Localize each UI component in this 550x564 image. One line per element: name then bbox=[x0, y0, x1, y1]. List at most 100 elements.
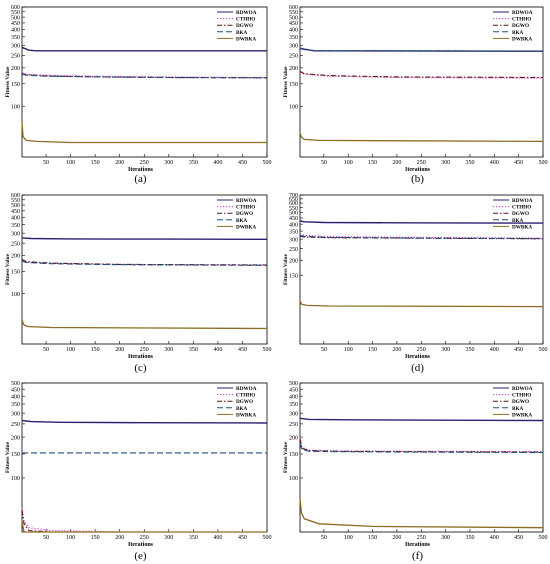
x-tick-label: 200 bbox=[392, 347, 401, 353]
series-line-dwbka bbox=[21, 318, 268, 330]
legend-label-dgwo: DGWO bbox=[512, 23, 529, 29]
x-tick-label: 300 bbox=[164, 535, 173, 541]
series-line-dgwo bbox=[299, 438, 544, 453]
x-tick-label: 200 bbox=[392, 160, 401, 166]
y-tick-label: 150 bbox=[289, 273, 298, 279]
x-tick-label: 450 bbox=[238, 160, 247, 166]
legend-label-bka: BKA bbox=[512, 218, 523, 224]
y-tick-label: 700 bbox=[289, 193, 298, 199]
series-line-bka bbox=[299, 48, 544, 52]
x-tick-label: 300 bbox=[441, 347, 450, 353]
series-line-cthho bbox=[299, 71, 544, 79]
y-tick-label: 200 bbox=[289, 258, 298, 264]
x-tick-label: 500 bbox=[539, 160, 548, 166]
y-tick-label: 250 bbox=[289, 54, 298, 60]
y-tick-label: 300 bbox=[289, 237, 298, 243]
y-tick-label: 350 bbox=[11, 35, 20, 41]
y-axis-label: Fitness Value bbox=[283, 66, 289, 98]
y-tick-label: 550 bbox=[289, 206, 298, 212]
y-tick-label: 100 bbox=[11, 292, 20, 298]
legend-label-dgwo: DGWO bbox=[236, 211, 253, 217]
x-tick-label: 350 bbox=[189, 535, 198, 541]
x-tick-label: 400 bbox=[213, 160, 222, 166]
y-tick-label: 100 bbox=[289, 104, 298, 110]
y-tick-label: 250 bbox=[11, 241, 20, 247]
y-tick-label: 150 bbox=[11, 452, 20, 458]
series-line-rdwoa bbox=[21, 419, 268, 424]
y-tick-label: 100 bbox=[289, 476, 298, 482]
x-tick-label: 250 bbox=[417, 535, 426, 541]
x-tick-label: 100 bbox=[66, 160, 75, 166]
x-tick-label: 200 bbox=[115, 535, 124, 541]
plot-frame bbox=[299, 194, 544, 345]
x-axis-label: Iterations bbox=[405, 167, 431, 173]
x-tick-label: 150 bbox=[368, 347, 377, 353]
legend-label-rdwoa: RDWOA bbox=[512, 386, 533, 392]
y-tick-label: 250 bbox=[289, 422, 298, 428]
y-tick-label: 100 bbox=[11, 476, 20, 482]
y-tick-label: 300 bbox=[289, 44, 298, 50]
legend-label-rdwoa: RDWOA bbox=[236, 386, 257, 392]
y-tick-label: 500 bbox=[289, 381, 298, 387]
x-tick-label: 250 bbox=[140, 535, 149, 541]
series-line-dwbka bbox=[299, 300, 544, 308]
y-tick-label: 150 bbox=[289, 82, 298, 88]
x-tick-label: 300 bbox=[164, 347, 173, 353]
legend-label-cthho: CTHHO bbox=[512, 17, 531, 23]
x-tick-label: 50 bbox=[321, 535, 327, 541]
x-tick-label: 150 bbox=[91, 535, 100, 541]
x-axis-label: Iterations bbox=[128, 167, 154, 173]
x-tick-label: 300 bbox=[441, 535, 450, 541]
legend-label-dwbka: DWBKA bbox=[512, 224, 532, 230]
x-tick-label: 350 bbox=[189, 160, 198, 166]
legend-label-cthho: CTHHO bbox=[512, 205, 531, 211]
y-tick-label: 400 bbox=[289, 222, 298, 228]
legend-label-dwbka: DWBKA bbox=[236, 36, 256, 42]
y-tick-label: 450 bbox=[289, 21, 298, 27]
legend-label-dgwo: DGWO bbox=[512, 211, 529, 217]
x-tick-label: 150 bbox=[91, 160, 100, 166]
y-tick-label: 150 bbox=[11, 82, 20, 88]
y-tick-label: 300 bbox=[11, 411, 20, 417]
x-tick-label: 400 bbox=[213, 535, 222, 541]
legend-label-dwbka: DWBKA bbox=[512, 412, 532, 418]
y-tick-label: 400 bbox=[11, 216, 20, 222]
x-tick-label: 500 bbox=[539, 347, 548, 353]
x-tick-label: 300 bbox=[164, 160, 173, 166]
x-tick-label: 350 bbox=[465, 160, 474, 166]
legend-label-bka: BKA bbox=[236, 406, 247, 412]
plot-frame bbox=[21, 194, 268, 345]
y-tick-label: 500 bbox=[11, 15, 20, 21]
series-line-rdwoa bbox=[21, 46, 267, 52]
y-tick-label: 150 bbox=[11, 269, 20, 275]
legend-label-dgwo: DGWO bbox=[512, 399, 529, 405]
y-tick-label: 200 bbox=[11, 435, 20, 441]
panel-label: (b) bbox=[411, 173, 424, 185]
y-tick-label: 450 bbox=[11, 387, 20, 393]
x-tick-label: 400 bbox=[490, 535, 499, 541]
panel-label: (f) bbox=[412, 550, 423, 562]
x-tick-label: 500 bbox=[539, 535, 548, 541]
x-tick-label: 250 bbox=[417, 347, 426, 353]
legend-label-cthho: CTHHO bbox=[236, 205, 255, 211]
plot-frame bbox=[21, 382, 268, 533]
legend-label-dwbka: DWBKA bbox=[512, 36, 532, 42]
y-tick-label: 300 bbox=[11, 44, 20, 50]
x-axis-label: Iterations bbox=[128, 542, 154, 548]
series-line-cthho bbox=[299, 233, 544, 239]
y-tick-label: 350 bbox=[11, 223, 20, 229]
x-tick-label: 200 bbox=[115, 347, 124, 353]
y-tick-label: 550 bbox=[289, 10, 298, 16]
legend-label-cthho: CTHHO bbox=[236, 17, 255, 23]
series-line-bka bbox=[299, 443, 544, 454]
y-tick-label: 250 bbox=[289, 247, 298, 253]
x-axis-label: Iterations bbox=[405, 354, 431, 360]
series-line-dwbka bbox=[21, 521, 267, 533]
y-tick-label: 200 bbox=[11, 254, 20, 260]
x-tick-label: 300 bbox=[441, 160, 450, 166]
y-tick-label: 500 bbox=[11, 381, 20, 387]
x-tick-label: 450 bbox=[514, 535, 523, 541]
